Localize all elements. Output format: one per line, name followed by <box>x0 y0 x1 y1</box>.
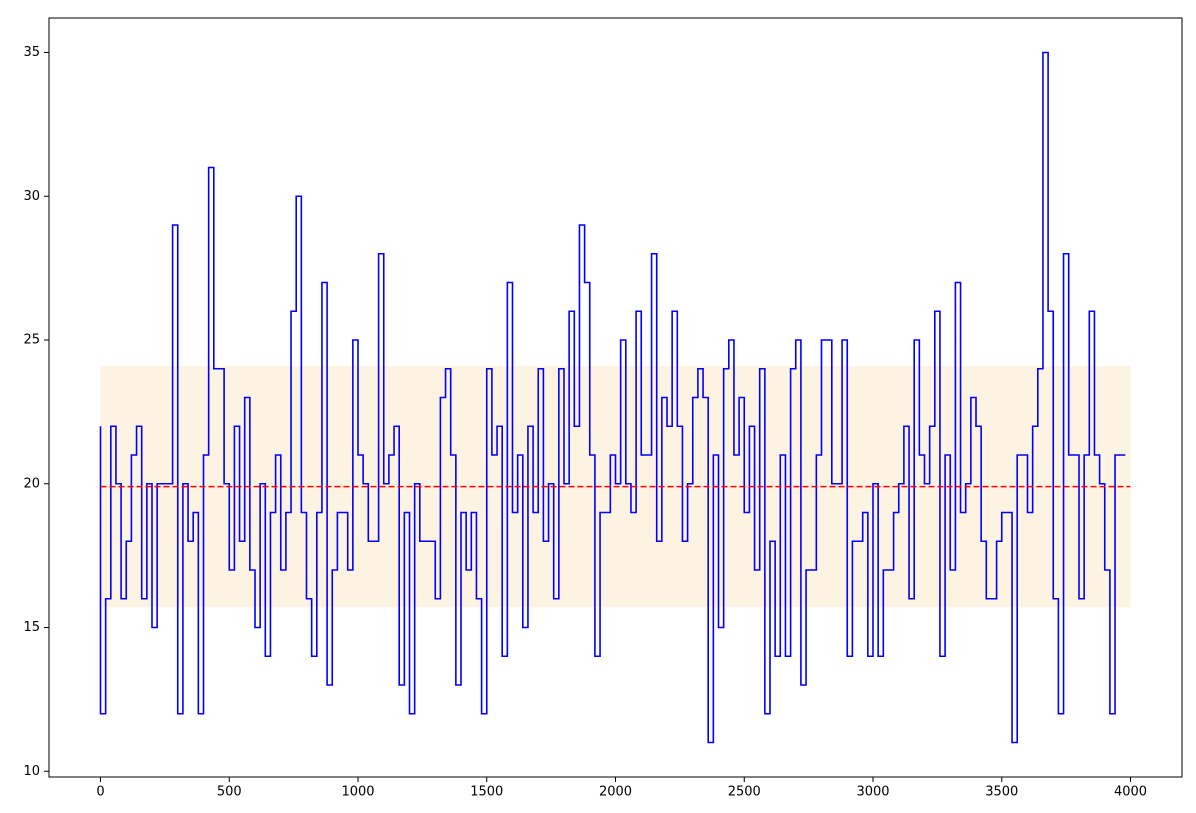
x-tick-label: 2000 <box>599 785 632 800</box>
x-tick-label: 1500 <box>470 785 503 800</box>
y-tick-label: 10 <box>23 764 40 779</box>
y-tick-label: 20 <box>23 476 40 491</box>
x-tick-label: 3000 <box>856 785 889 800</box>
y-tick-label: 35 <box>23 45 40 60</box>
x-tick-label: 3500 <box>985 785 1018 800</box>
x-tick-label: 500 <box>217 785 242 800</box>
y-tick-label: 30 <box>23 189 40 204</box>
plot-frame <box>48 17 1183 778</box>
x-tick-label: 2500 <box>728 785 761 800</box>
step-line <box>99 51 1126 744</box>
x-tick-label: 0 <box>96 785 104 800</box>
x-tick-label: 1000 <box>341 785 374 800</box>
y-tick-label: 25 <box>23 333 40 348</box>
y-tick-label: 15 <box>23 620 40 635</box>
x-tick-label: 4000 <box>1114 785 1147 800</box>
